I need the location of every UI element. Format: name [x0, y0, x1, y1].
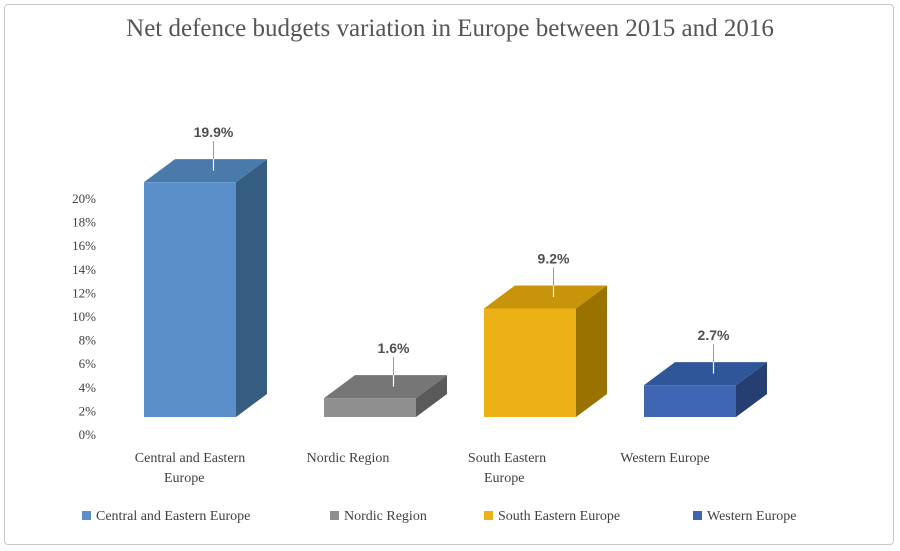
legend-swatch: [82, 511, 91, 520]
bar-side: [576, 285, 607, 417]
x-tick-label: Europe: [484, 471, 524, 486]
y-tick-label: 20%: [72, 191, 96, 206]
x-tick-label: Western Europe: [620, 451, 709, 466]
legend-swatch: [484, 511, 493, 520]
bar-side: [416, 375, 447, 417]
legend-label: Western Europe: [707, 509, 796, 524]
bar: [324, 398, 416, 417]
bar: [644, 385, 736, 417]
y-tick-label: 4%: [79, 380, 97, 395]
bar: [144, 182, 236, 417]
x-tick-label: Nordic Region: [307, 451, 390, 466]
y-tick-label: 14%: [72, 262, 96, 277]
bar-top: [644, 362, 767, 386]
bar-side: [736, 362, 767, 417]
y-tick-label: 2%: [79, 403, 97, 418]
bar-top: [324, 375, 447, 399]
data-label: 9.2%: [538, 250, 570, 266]
legend-swatch: [330, 511, 339, 520]
data-label: 2.7%: [698, 327, 730, 343]
y-tick-label: 8%: [79, 333, 97, 348]
bar-side: [236, 159, 267, 417]
bar: [484, 308, 576, 417]
chart-title: Net defence budgets variation in Europe …: [126, 15, 774, 42]
legend-label: Central and Eastern Europe: [96, 509, 250, 524]
legend-label: Nordic Region: [344, 509, 427, 524]
x-tick-label: Europe: [164, 471, 204, 486]
y-tick-label: 12%: [72, 285, 96, 300]
legend-label: South Eastern Europe: [498, 509, 620, 524]
legend-swatch: [693, 511, 702, 520]
bar-top: [144, 159, 267, 183]
bar-top: [484, 285, 607, 309]
y-tick-label: 16%: [72, 238, 96, 253]
data-label: 1.6%: [378, 340, 410, 356]
y-tick-label: 18%: [72, 215, 96, 230]
y-tick-label: 6%: [79, 356, 97, 371]
x-tick-label: Central and Eastern: [135, 451, 245, 466]
x-tick-label: South Eastern: [468, 451, 546, 466]
y-tick-label: 10%: [72, 309, 96, 324]
y-tick-label: 0%: [79, 427, 97, 442]
data-label: 19.9%: [194, 124, 234, 140]
